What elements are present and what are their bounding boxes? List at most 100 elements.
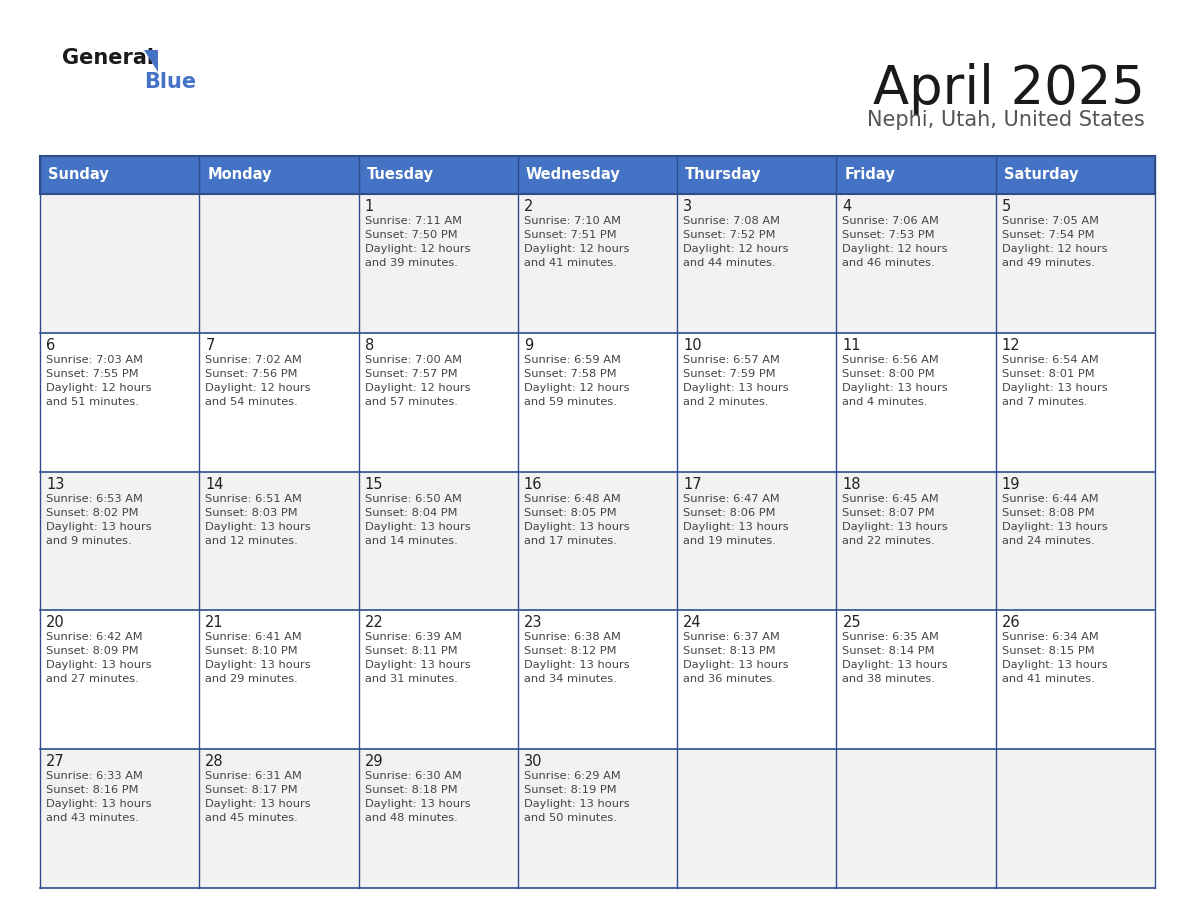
Text: and 59 minutes.: and 59 minutes.	[524, 397, 617, 407]
Text: Tuesday: Tuesday	[367, 167, 434, 183]
Text: and 51 minutes.: and 51 minutes.	[46, 397, 139, 407]
Text: Sunrise: 6:45 AM: Sunrise: 6:45 AM	[842, 494, 940, 504]
Text: Sunset: 8:19 PM: Sunset: 8:19 PM	[524, 785, 617, 795]
Text: Sunrise: 6:42 AM: Sunrise: 6:42 AM	[46, 633, 143, 643]
Text: and 19 minutes.: and 19 minutes.	[683, 535, 776, 545]
Bar	[40, 194, 200, 333]
Text: Sunset: 8:11 PM: Sunset: 8:11 PM	[365, 646, 457, 656]
Text: Sunset: 8:08 PM: Sunset: 8:08 PM	[1001, 508, 1094, 518]
Text: 10: 10	[683, 338, 702, 353]
Bar	[40, 333, 200, 472]
Text: Daylight: 13 hours: Daylight: 13 hours	[683, 383, 789, 393]
Text: Sunset: 8:00 PM: Sunset: 8:00 PM	[842, 369, 935, 379]
Text: Daylight: 13 hours: Daylight: 13 hours	[842, 521, 948, 532]
Bar	[836, 194, 996, 333]
Bar	[359, 472, 518, 610]
Text: Sunset: 8:18 PM: Sunset: 8:18 PM	[365, 785, 457, 795]
Text: Sunset: 8:15 PM: Sunset: 8:15 PM	[1001, 646, 1094, 656]
Text: Sunset: 8:01 PM: Sunset: 8:01 PM	[1001, 369, 1094, 379]
Text: Daylight: 12 hours: Daylight: 12 hours	[524, 244, 630, 254]
Bar	[677, 194, 836, 333]
Text: and 27 minutes.: and 27 minutes.	[46, 675, 139, 685]
Text: Sunrise: 6:37 AM: Sunrise: 6:37 AM	[683, 633, 781, 643]
Text: Sunrise: 7:08 AM: Sunrise: 7:08 AM	[683, 216, 781, 226]
Text: Sunrise: 6:50 AM: Sunrise: 6:50 AM	[365, 494, 461, 504]
Text: Sunset: 7:56 PM: Sunset: 7:56 PM	[206, 369, 298, 379]
Text: Thursday: Thursday	[685, 167, 762, 183]
Text: Daylight: 13 hours: Daylight: 13 hours	[365, 521, 470, 532]
Text: Sunset: 8:14 PM: Sunset: 8:14 PM	[842, 646, 935, 656]
Text: Sunrise: 6:53 AM: Sunrise: 6:53 AM	[46, 494, 143, 504]
Text: and 17 minutes.: and 17 minutes.	[524, 535, 617, 545]
Text: and 7 minutes.: and 7 minutes.	[1001, 397, 1087, 407]
Text: Daylight: 13 hours: Daylight: 13 hours	[46, 521, 152, 532]
Text: Daylight: 13 hours: Daylight: 13 hours	[365, 800, 470, 809]
Text: Daylight: 13 hours: Daylight: 13 hours	[524, 521, 630, 532]
Bar	[518, 333, 677, 472]
Text: Sunset: 7:59 PM: Sunset: 7:59 PM	[683, 369, 776, 379]
Text: Sunset: 8:13 PM: Sunset: 8:13 PM	[683, 646, 776, 656]
Text: 23: 23	[524, 615, 543, 631]
Bar	[359, 610, 518, 749]
Text: Sunset: 8:07 PM: Sunset: 8:07 PM	[842, 508, 935, 518]
Text: Sunrise: 7:03 AM: Sunrise: 7:03 AM	[46, 354, 143, 364]
Text: Sunrise: 6:39 AM: Sunrise: 6:39 AM	[365, 633, 461, 643]
Text: Daylight: 12 hours: Daylight: 12 hours	[365, 383, 470, 393]
Bar	[836, 610, 996, 749]
Text: Sunset: 7:54 PM: Sunset: 7:54 PM	[1001, 230, 1094, 240]
Text: Sunset: 7:55 PM: Sunset: 7:55 PM	[46, 369, 139, 379]
Text: Sunset: 7:58 PM: Sunset: 7:58 PM	[524, 369, 617, 379]
Text: Sunset: 7:53 PM: Sunset: 7:53 PM	[842, 230, 935, 240]
Text: 8: 8	[365, 338, 374, 353]
Text: Sunset: 8:04 PM: Sunset: 8:04 PM	[365, 508, 457, 518]
Text: April 2025: April 2025	[873, 63, 1145, 115]
Text: 27: 27	[46, 755, 65, 769]
Text: and 14 minutes.: and 14 minutes.	[365, 535, 457, 545]
Bar	[359, 194, 518, 333]
Text: 3: 3	[683, 199, 693, 214]
Text: and 49 minutes.: and 49 minutes.	[1001, 258, 1094, 268]
Bar	[359, 749, 518, 888]
Polygon shape	[144, 50, 158, 72]
Text: and 38 minutes.: and 38 minutes.	[842, 675, 935, 685]
Text: Sunset: 7:50 PM: Sunset: 7:50 PM	[365, 230, 457, 240]
Bar	[200, 472, 359, 610]
Text: and 57 minutes.: and 57 minutes.	[365, 397, 457, 407]
Text: and 43 minutes.: and 43 minutes.	[46, 813, 139, 823]
Text: Sunrise: 6:48 AM: Sunrise: 6:48 AM	[524, 494, 620, 504]
Text: and 29 minutes.: and 29 minutes.	[206, 675, 298, 685]
Text: and 4 minutes.: and 4 minutes.	[842, 397, 928, 407]
Bar	[677, 472, 836, 610]
Text: Sunrise: 6:30 AM: Sunrise: 6:30 AM	[365, 771, 461, 781]
Text: and 24 minutes.: and 24 minutes.	[1001, 535, 1094, 545]
Bar	[996, 610, 1155, 749]
Bar	[40, 610, 200, 749]
Text: Sunset: 8:02 PM: Sunset: 8:02 PM	[46, 508, 139, 518]
Text: Sunrise: 6:59 AM: Sunrise: 6:59 AM	[524, 354, 621, 364]
Text: and 22 minutes.: and 22 minutes.	[842, 535, 935, 545]
Text: 5: 5	[1001, 199, 1011, 214]
Bar	[200, 610, 359, 749]
Text: Sunset: 8:09 PM: Sunset: 8:09 PM	[46, 646, 139, 656]
Bar	[40, 472, 200, 610]
Text: 24: 24	[683, 615, 702, 631]
Bar	[996, 194, 1155, 333]
Text: and 9 minutes.: and 9 minutes.	[46, 535, 132, 545]
Text: Sunrise: 7:05 AM: Sunrise: 7:05 AM	[1001, 216, 1099, 226]
Bar	[677, 333, 836, 472]
Text: 4: 4	[842, 199, 852, 214]
Bar	[836, 472, 996, 610]
Bar	[359, 156, 518, 194]
Text: and 54 minutes.: and 54 minutes.	[206, 397, 298, 407]
Text: Sunset: 7:52 PM: Sunset: 7:52 PM	[683, 230, 776, 240]
Bar	[200, 333, 359, 472]
Text: 2: 2	[524, 199, 533, 214]
Text: Daylight: 12 hours: Daylight: 12 hours	[46, 383, 152, 393]
Text: Nephi, Utah, United States: Nephi, Utah, United States	[867, 110, 1145, 130]
Text: Sunrise: 6:56 AM: Sunrise: 6:56 AM	[842, 354, 940, 364]
Bar	[40, 156, 1155, 194]
Bar	[518, 749, 677, 888]
Text: Sunrise: 6:34 AM: Sunrise: 6:34 AM	[1001, 633, 1099, 643]
Text: Sunrise: 7:00 AM: Sunrise: 7:00 AM	[365, 354, 462, 364]
Text: Sunset: 8:12 PM: Sunset: 8:12 PM	[524, 646, 617, 656]
